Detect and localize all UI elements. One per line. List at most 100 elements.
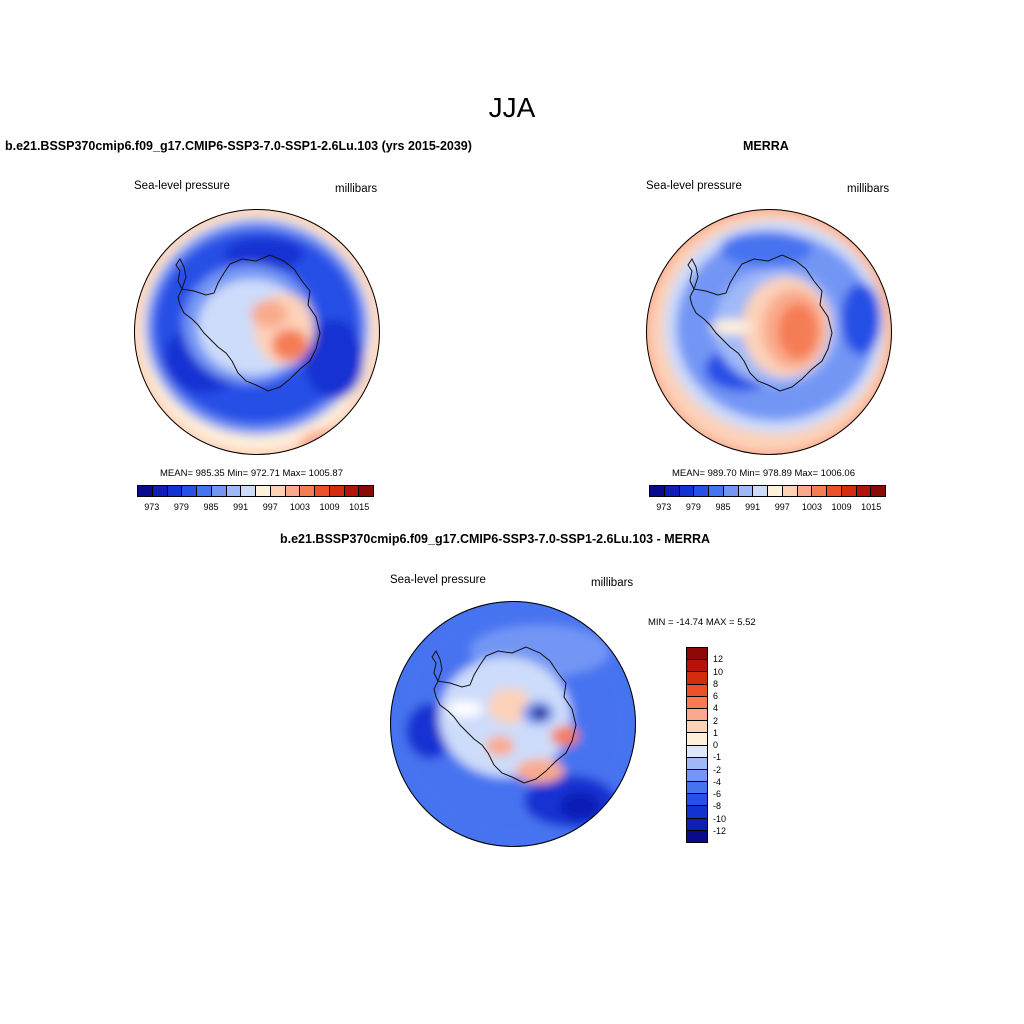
colorbar-tick-label: 1003	[801, 502, 822, 512]
colorbar-tick-label: 979	[173, 502, 189, 512]
model-stats: MEAN= 985.35 Min= 972.71 Max= 1005.87	[160, 468, 343, 479]
colorbar-swatch	[687, 660, 707, 673]
colorbar-tick-label: 2	[713, 715, 719, 726]
colorbar-swatch	[709, 486, 724, 496]
obs-variable-label: Sea-level pressure	[646, 180, 742, 192]
colorbar-swatch	[182, 486, 197, 496]
colorbar-swatch	[738, 486, 754, 496]
colorbar-tick-label: 1	[713, 727, 719, 738]
colorbar-tick-label: 973	[656, 502, 672, 512]
colorbar-swatch	[226, 486, 242, 496]
colorbar-tick-label: 979	[685, 502, 701, 512]
colorbar-swatch	[359, 486, 373, 496]
colorbar-swatch	[197, 486, 212, 496]
colorbar-tick-label: 985	[203, 502, 219, 512]
colorbar-swatch	[812, 486, 827, 496]
diff-colorbar	[686, 647, 708, 843]
colorbar-swatch	[753, 486, 768, 496]
colorbar-swatch	[687, 684, 707, 697]
colorbar-swatch	[856, 486, 872, 496]
colorbar-swatch	[687, 782, 707, 795]
colorbar-tick-label: 991	[745, 502, 761, 512]
model-variable-label: Sea-level pressure	[134, 180, 230, 192]
model-units-label: millibars	[335, 183, 378, 195]
colorbar-swatch	[768, 486, 783, 496]
colorbar-swatch	[694, 486, 709, 496]
colorbar-tick-label: 1015	[861, 502, 882, 512]
colorbar-tick-label: 6	[713, 691, 719, 701]
colorbar-tick-label: 1009	[319, 502, 340, 512]
map-border	[134, 209, 380, 455]
colorbar-swatch	[687, 830, 707, 842]
colorbar-tick-label: 0	[713, 740, 719, 750]
obs-units-label: millibars	[847, 183, 890, 195]
season-title: JJA	[488, 92, 536, 123]
obs-stats: MEAN= 989.70 Min= 978.89 Max= 1006.06	[672, 468, 855, 479]
diff-stats: MIN = -14.74 MAX = 5.52	[648, 617, 756, 628]
colorbar-tick-label: -4	[713, 776, 722, 787]
colorbar-swatch	[270, 486, 286, 496]
colorbar-tick-label: -10	[713, 813, 727, 824]
model-colorbar	[137, 485, 374, 497]
colorbar-tick-label: 4	[713, 703, 719, 714]
colorbar-swatch	[687, 721, 707, 734]
colorbar-swatch	[687, 794, 707, 807]
colorbar-swatch	[871, 486, 885, 496]
colorbar-tick-label: 997	[262, 502, 278, 512]
colorbar-tick-label: 985	[715, 502, 731, 512]
colorbar-swatch	[687, 745, 707, 758]
colorbar-tick-label: 1003	[289, 502, 310, 512]
model-panel-title: b.e21.BSSP370cmip6.f09_g17.CMIP6-SSP3-7.…	[5, 139, 472, 153]
colorbar-swatch	[687, 806, 707, 819]
map-border	[390, 601, 636, 847]
colorbar-swatch	[211, 486, 227, 496]
colorbar-tick-label: -6	[713, 789, 722, 799]
colorbar-swatch	[650, 486, 665, 496]
colorbar-swatch	[256, 486, 271, 496]
colorbar-tick-label: 1015	[349, 502, 370, 512]
colorbar-swatch	[138, 486, 153, 496]
field	[390, 601, 636, 847]
diff-polar-map	[390, 601, 636, 847]
colorbar-swatch	[241, 486, 256, 496]
colorbar-swatch	[827, 486, 842, 496]
diff-units-label: millibars	[591, 577, 634, 589]
colorbar-tick-label: -8	[713, 801, 722, 812]
colorbar-swatch	[664, 486, 680, 496]
colorbar-tick-label: 8	[713, 678, 719, 689]
colorbar-tick-label: -12	[713, 825, 727, 836]
colorbar-swatch	[687, 672, 707, 685]
colorbar-tick-label: 973	[144, 502, 160, 512]
colorbar-tick-label: -1	[713, 752, 722, 763]
obs-panel-title: MERRA	[743, 139, 789, 153]
colorbar-tick-label: 10	[713, 666, 724, 677]
colorbar-swatch	[344, 486, 360, 496]
colorbar-swatch	[841, 486, 857, 496]
model-polar-map	[134, 209, 380, 455]
obs-colorbar	[649, 485, 886, 497]
colorbar-swatch	[782, 486, 798, 496]
field	[134, 209, 380, 455]
colorbar-swatch	[687, 818, 707, 831]
colorbar-swatch	[687, 708, 707, 722]
colorbar-swatch	[687, 696, 707, 709]
colorbar-swatch	[687, 757, 707, 770]
colorbar-swatch	[687, 769, 707, 783]
colorbar-swatch	[797, 486, 813, 496]
diff-variable-label: Sea-level pressure	[390, 574, 486, 586]
colorbar-tick-label: 1009	[831, 502, 852, 512]
obs-polar-map	[646, 209, 892, 455]
colorbar-swatch	[167, 486, 183, 496]
colorbar-swatch	[152, 486, 168, 496]
colorbar-tick-label: 997	[774, 502, 790, 512]
colorbar-swatch	[687, 648, 707, 661]
diff-panel-title: b.e21.BSSP370cmip6.f09_g17.CMIP6-SSP3-7.…	[280, 532, 711, 546]
colorbar-swatch	[679, 486, 695, 496]
colorbar-swatch	[329, 486, 345, 496]
colorbar-tick-label: 991	[233, 502, 249, 512]
colorbar-swatch	[315, 486, 330, 496]
colorbar-tick-label: 12	[713, 654, 724, 665]
colorbar-swatch	[300, 486, 315, 496]
colorbar-tick-label: -2	[713, 764, 722, 775]
